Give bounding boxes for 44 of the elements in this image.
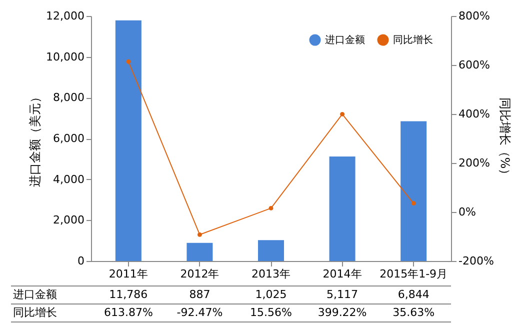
data-label: 399.22% [318, 306, 367, 319]
y2-tick-label: -200% [458, 254, 494, 268]
data-label: 5,117 [326, 288, 358, 301]
data-label: -92.47% [176, 306, 223, 319]
point [126, 59, 131, 64]
bar [400, 121, 427, 261]
y2-tick-label: 200% [458, 156, 490, 170]
data-label: 613.87% [104, 306, 153, 319]
y-tick-label: 12,000 [46, 10, 84, 22]
data-label: 15.56% [250, 306, 292, 319]
point [340, 112, 345, 116]
y-tick-label: 4,000 [53, 172, 84, 186]
text: 进口金额 [13, 288, 57, 301]
x-tick-label: 2011年 [108, 268, 148, 280]
y-tick-label: 10,000 [46, 50, 84, 64]
x-tick-label: 2014年 [322, 268, 362, 280]
point [197, 232, 202, 237]
data-label: 887 [189, 288, 210, 301]
x-tick-label: 2013年 [252, 268, 290, 280]
y2-axis-title: 同比增长（%） [498, 97, 512, 181]
y2-tick-label: 600% [458, 58, 490, 72]
point [268, 206, 274, 210]
bar [186, 242, 213, 261]
legend-label: 进口金额 [325, 34, 365, 46]
bar [329, 156, 356, 261]
x-tick-label: 2012年 [180, 268, 220, 280]
y-tick-label: 8,000 [53, 91, 84, 104]
y2-tick-label: 400% [458, 108, 490, 120]
y2-tick-label: 800% [458, 10, 490, 22]
bar [115, 20, 142, 261]
data-label: 1,025 [255, 288, 287, 301]
y-tick-label: 0 [78, 254, 84, 268]
y2-tick-label: 0% [458, 206, 476, 218]
data-label: 35.63% [392, 306, 435, 319]
legend-label: 同比增长 [393, 34, 433, 46]
y-tick-label: 2,000 [53, 214, 84, 227]
point [411, 201, 416, 206]
data-label: 11,786 [109, 288, 148, 301]
y-tick-label: 6,000 [53, 132, 84, 145]
bar [258, 240, 284, 261]
data-label: 6,844 [398, 288, 430, 301]
x-tick-label: 2015年1-9月 [380, 268, 448, 280]
text: 同比增长 [13, 306, 57, 319]
y-axis-title: 进口金额（美元） [28, 91, 42, 187]
